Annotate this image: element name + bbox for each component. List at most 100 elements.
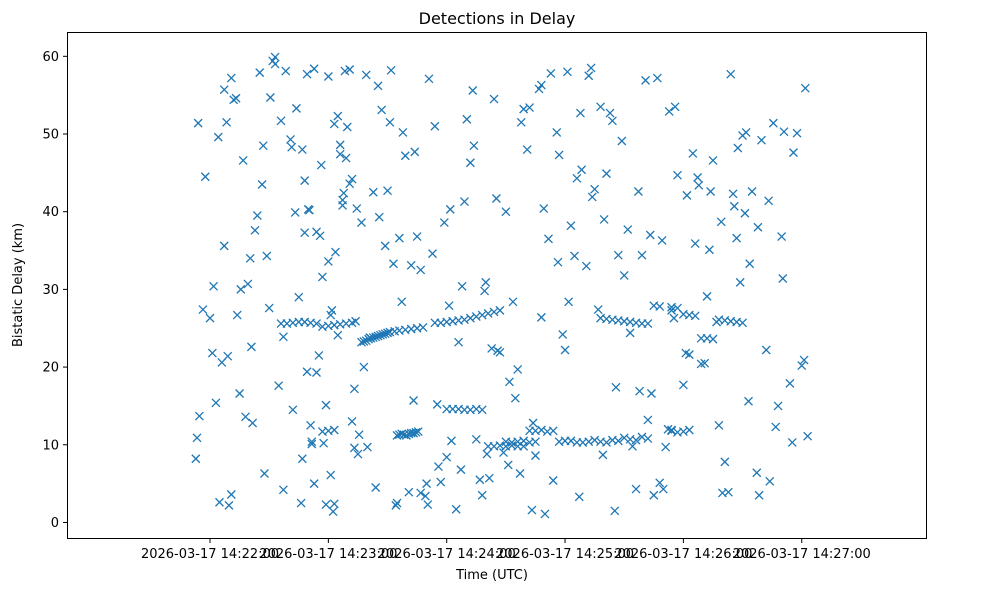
data-point — [243, 279, 253, 289]
data-point — [693, 173, 703, 182]
data-point — [262, 251, 272, 261]
data-point — [278, 485, 288, 495]
data-point — [602, 169, 611, 179]
data-point — [245, 253, 255, 263]
data-point — [257, 180, 267, 189]
data-point — [397, 297, 407, 307]
data-point — [319, 438, 329, 448]
data-point — [300, 228, 310, 238]
data-point — [678, 427, 688, 437]
data-point — [366, 333, 376, 343]
data-point — [329, 119, 339, 129]
data-point — [368, 333, 378, 343]
data-point — [643, 319, 653, 329]
data-point — [797, 361, 807, 370]
data-point — [745, 259, 755, 269]
data-point — [694, 180, 704, 190]
data-point — [481, 277, 491, 287]
data-point — [339, 188, 349, 198]
data-point — [316, 160, 326, 170]
data-point — [631, 484, 641, 494]
x-tick-label: 2026-03-17 14:27:00 — [733, 547, 871, 562]
data-point — [584, 437, 594, 447]
data-point — [510, 393, 520, 403]
data-point — [729, 201, 739, 211]
data-point — [347, 417, 357, 426]
data-point — [747, 187, 757, 196]
data-point — [726, 69, 736, 79]
data-point — [678, 380, 688, 390]
data-point — [708, 334, 718, 344]
data-point — [645, 230, 655, 240]
data-point — [291, 103, 301, 113]
data-point — [312, 227, 321, 237]
data-point — [258, 141, 268, 151]
data-point — [304, 205, 314, 215]
data-point — [728, 189, 738, 199]
data-point — [416, 488, 426, 498]
data-point — [309, 479, 319, 489]
data-point — [655, 478, 665, 488]
data-point — [635, 386, 645, 396]
data-point — [250, 225, 260, 235]
y-tick-label: 40 — [42, 205, 59, 220]
data-point — [477, 405, 487, 415]
data-point — [268, 56, 278, 66]
data-point — [482, 449, 492, 459]
data-point — [785, 378, 795, 388]
data-point — [238, 155, 248, 165]
data-point — [527, 505, 537, 515]
data-point — [432, 399, 442, 409]
data-point — [380, 329, 390, 339]
data-point — [554, 150, 564, 160]
data-point — [406, 260, 416, 270]
data-point — [451, 504, 461, 514]
data-point — [383, 186, 392, 196]
data-point — [274, 381, 284, 391]
data-point — [598, 450, 608, 460]
data-point — [590, 184, 600, 194]
data-point — [682, 190, 692, 200]
data-point — [398, 127, 408, 137]
data-point — [198, 305, 208, 315]
data-point — [371, 483, 381, 492]
data-point — [411, 427, 421, 437]
data-point — [341, 153, 351, 163]
data-point — [539, 204, 549, 214]
data-point — [706, 187, 716, 196]
data-point — [519, 104, 529, 114]
data-point — [631, 435, 641, 445]
data-point — [599, 215, 609, 224]
data-point — [329, 425, 339, 435]
data-point — [657, 235, 667, 245]
data-point — [649, 490, 659, 500]
data-point — [259, 469, 269, 478]
plot-area — [67, 32, 927, 539]
data-point — [499, 448, 508, 457]
data-point — [307, 437, 317, 447]
data-point — [566, 436, 576, 446]
data-point — [799, 355, 809, 365]
data-point — [487, 343, 497, 353]
y-tick-label: 20 — [42, 361, 59, 376]
data-point — [690, 311, 700, 321]
data-point — [646, 389, 656, 398]
data-point — [349, 443, 359, 453]
data-point — [454, 337, 463, 347]
data-point — [655, 302, 665, 311]
data-point — [335, 149, 345, 159]
data-point — [519, 441, 529, 451]
data-point — [663, 424, 673, 434]
data-point — [536, 312, 546, 322]
data-point — [690, 239, 700, 249]
data-point — [773, 401, 783, 411]
data-point — [330, 247, 340, 257]
data-point — [394, 233, 404, 243]
data-point — [217, 357, 227, 367]
data-point — [593, 305, 603, 315]
data-point — [740, 208, 750, 218]
x-tick-label: 2026-03-17 14:23:00 — [259, 547, 397, 562]
data-point — [302, 69, 312, 79]
data-point — [373, 81, 383, 91]
data-point — [628, 441, 637, 451]
